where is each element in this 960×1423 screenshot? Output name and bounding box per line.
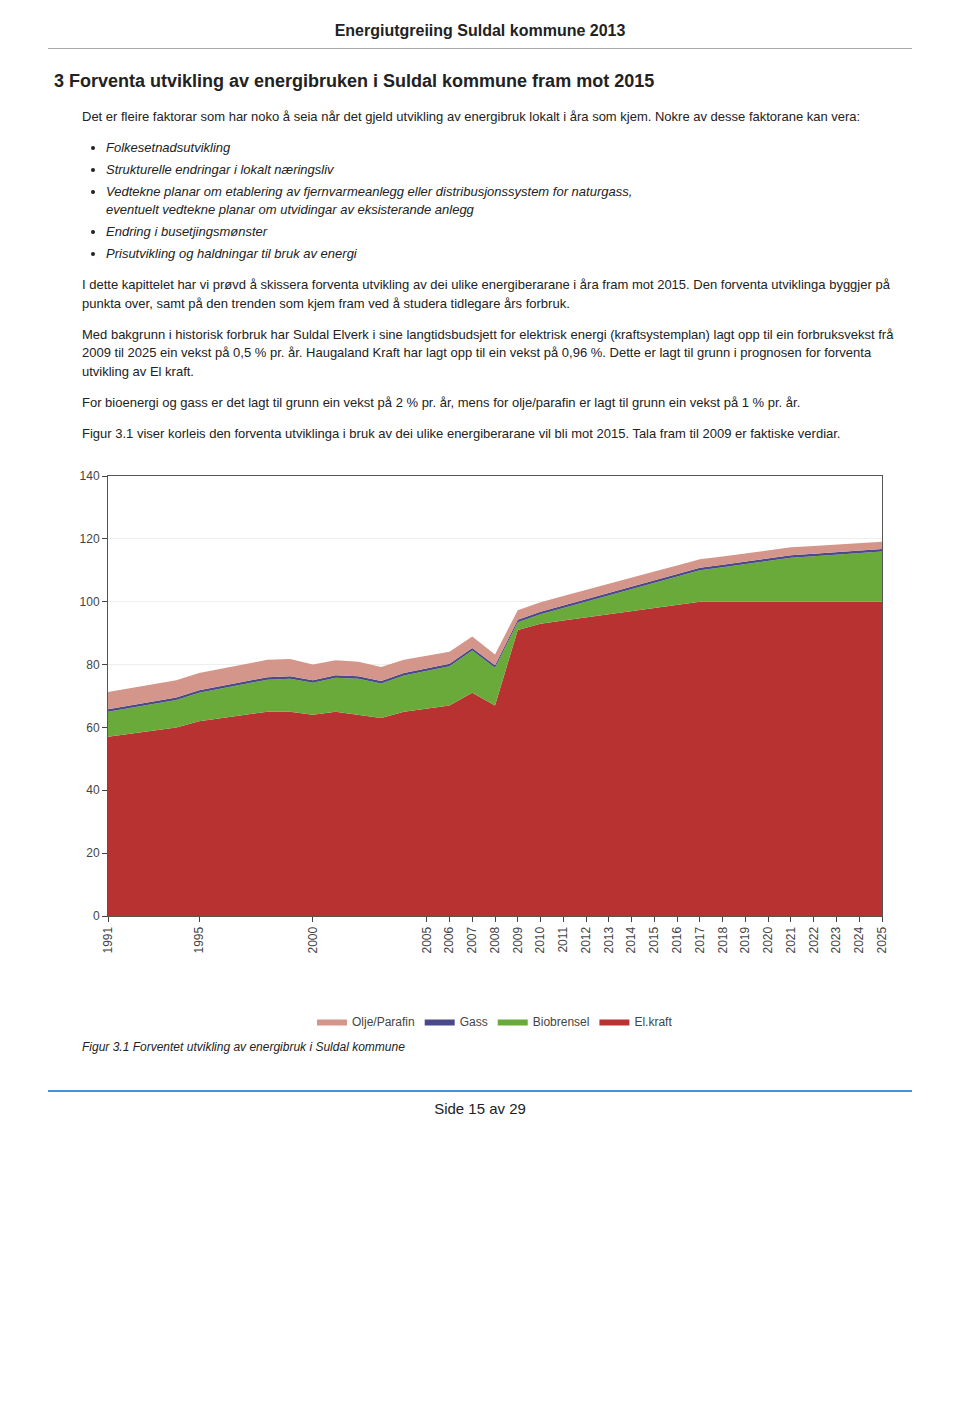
svg-text:2025: 2025 <box>875 926 889 953</box>
html-text:Figur 3.1 viser korleis den fo: Figur 3.1 viser korleis den forventa utv… <box>82 426 841 441</box>
svg-text:2012: 2012 <box>579 926 593 953</box>
html-text:Side 15 av 29: Side 15 av 29 <box>434 1099 526 1117</box>
svg-text:2015: 2015 <box>647 926 661 953</box>
svg-text:2006: 2006 <box>442 926 456 953</box>
html-text:Med bakgrunn i historisk forbr: Med bakgrunn i historisk forbruk har Sul… <box>82 326 894 380</box>
html-text:Vedtekne planar om etablering: Vedtekne planar om etablering av fjernva… <box>106 183 633 218</box>
svg-text:0: 0 <box>93 909 100 923</box>
svg-text:2009: 2009 <box>511 926 525 953</box>
svg-text:60: 60 <box>86 720 100 734</box>
svg-text:2007: 2007 <box>465 926 479 953</box>
html-text:Folkesetnadsutvikling: Folkesetnadsutvikling <box>106 139 231 155</box>
svg-text:2000: 2000 <box>306 926 320 953</box>
svg-text:40: 40 <box>86 783 100 797</box>
svg-text:120: 120 <box>80 532 100 546</box>
html-text:Prisutvikling og haldningar ti: Prisutvikling og haldningar til bruk av … <box>106 246 357 262</box>
html-text:I dette kapittelet har vi prøv: I dette kapittelet har vi prøvd å skisse… <box>82 276 890 311</box>
svg-text:Gass: Gass <box>460 1015 488 1029</box>
svg-text:2023: 2023 <box>829 926 843 953</box>
svg-text:2020: 2020 <box>761 926 775 953</box>
html-text:3 Forventa utvikling av energi: 3 Forventa utvikling av energibruken i S… <box>54 71 655 91</box>
svg-text:2021: 2021 <box>784 926 798 953</box>
svg-text:2022: 2022 <box>807 926 821 953</box>
svg-text:1995: 1995 <box>192 926 206 953</box>
svg-text:2014: 2014 <box>624 926 638 953</box>
svg-text:80: 80 <box>86 658 100 672</box>
svg-text:100: 100 <box>80 595 100 609</box>
svg-text:2010: 2010 <box>533 926 547 953</box>
svg-text:2005: 2005 <box>420 926 434 953</box>
svg-text:Olje/Parafin: Olje/Parafin <box>352 1015 415 1029</box>
svg-text:2018: 2018 <box>716 926 730 953</box>
html-text:Figur 3.1 Forventet utvikling: Figur 3.1 Forventet utvikling av energib… <box>82 1039 405 1054</box>
html-text:For bioenergi og gass er det l: For bioenergi og gass er det lagt til gr… <box>82 395 801 411</box>
svg-text:140: 140 <box>80 469 100 483</box>
html-text:Energiutgreiing Suldal kommune: Energiutgreiing Suldal kommune 2013 <box>334 22 626 39</box>
svg-text:2024: 2024 <box>852 926 866 953</box>
html-text:Endring i busetjingsmønster: Endring i busetjingsmønster <box>106 224 268 240</box>
svg-text:2017: 2017 <box>693 926 707 953</box>
svg-text:Biobrensel: Biobrensel <box>533 1015 590 1029</box>
svg-text:1991: 1991 <box>101 926 115 953</box>
svg-text:2016: 2016 <box>670 926 684 953</box>
svg-text:2008: 2008 <box>488 926 502 953</box>
html-text:Det er fleire faktorar som har: Det er fleire faktorar som har noko å se… <box>82 109 861 124</box>
svg-text:2019: 2019 <box>738 926 752 953</box>
svg-text:El.kraft: El.kraft <box>634 1015 672 1029</box>
svg-text:20: 20 <box>86 846 100 860</box>
html-text:Strukturelle endringar i lokal: Strukturelle endringar i lokalt næringsl… <box>106 161 334 177</box>
svg-text:2011: 2011 <box>556 926 570 952</box>
svg-text:2013: 2013 <box>602 926 616 953</box>
